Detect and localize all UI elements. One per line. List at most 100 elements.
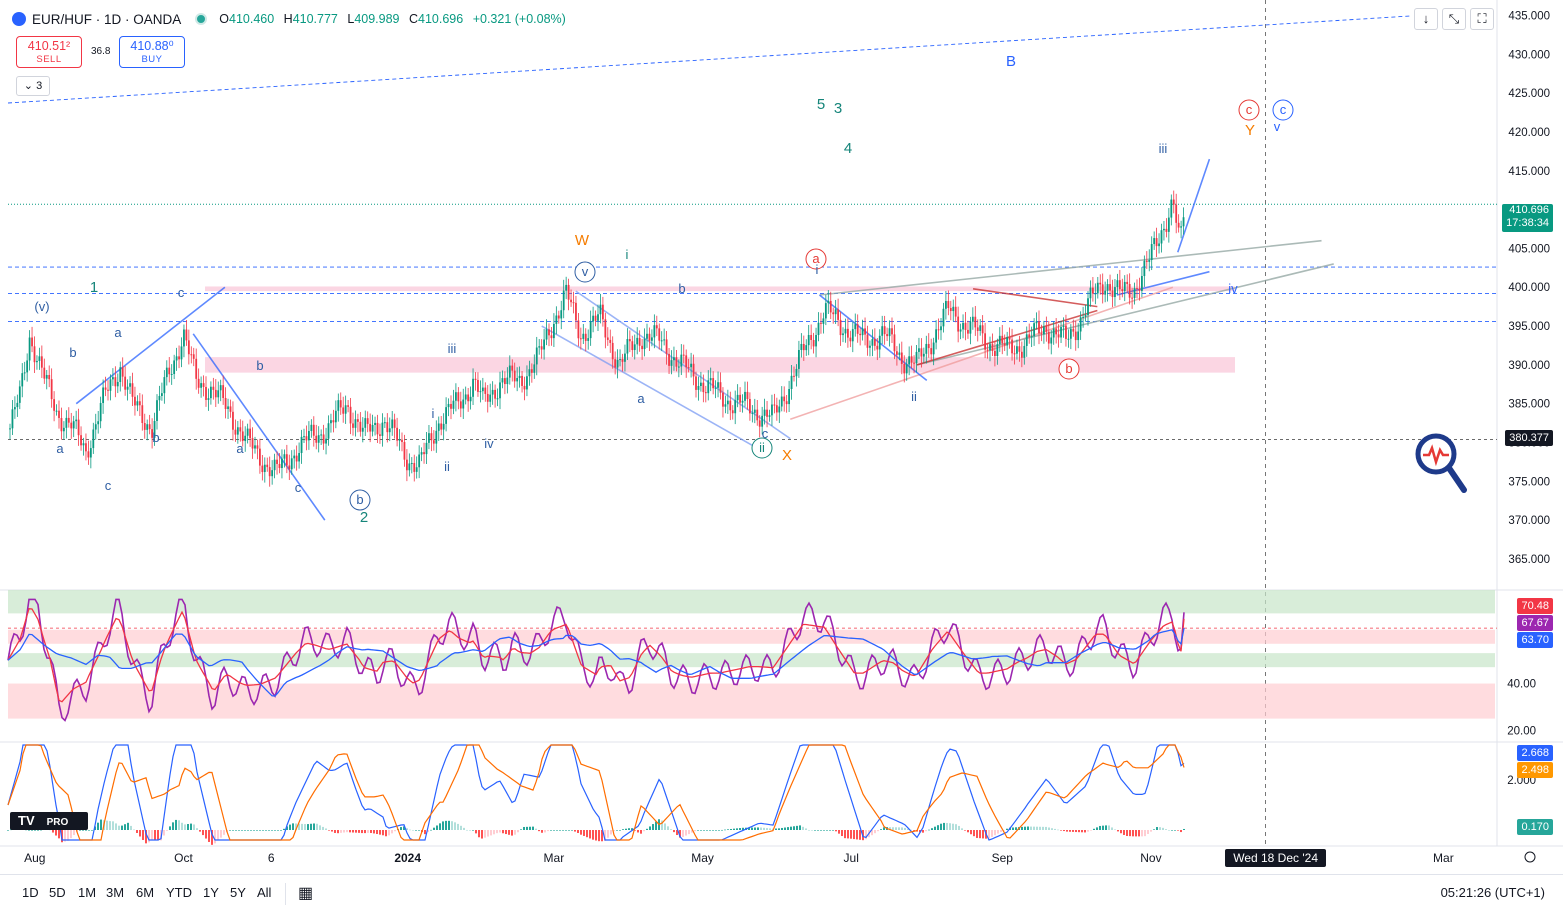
macd-histogram-bar — [106, 820, 108, 830]
macd-histogram-bar — [142, 830, 144, 840]
macd-histogram-bar — [454, 822, 456, 830]
sell-button[interactable]: 410.51² SELL — [16, 36, 82, 68]
candle-body — [234, 429, 237, 435]
macd-histogram-bar — [58, 830, 60, 839]
macd-histogram-bar — [685, 830, 687, 836]
open-value: 410.460 — [229, 12, 275, 26]
candle-body — [494, 389, 496, 399]
timeframe-6m[interactable]: 6M — [136, 885, 155, 900]
low-value: 409.989 — [354, 12, 400, 26]
macd-histogram-bar — [730, 828, 732, 830]
candle-body — [210, 386, 212, 399]
wave-label: ii — [911, 389, 917, 404]
time-tick-label: Jul — [844, 851, 859, 865]
candle-body — [1033, 323, 1035, 337]
timeframe-1d[interactable]: 1D — [22, 885, 39, 900]
candle-body — [383, 422, 386, 424]
candle-body — [457, 392, 460, 402]
candle-body — [631, 341, 634, 351]
candle-body — [435, 430, 438, 444]
candle-body — [315, 435, 318, 443]
timeframe-1m[interactable]: 1M — [78, 885, 97, 900]
candle-body — [793, 375, 795, 377]
symbol-title[interactable]: EUR/HUF · 1D · OANDA — [32, 11, 182, 27]
candle-body — [1106, 284, 1109, 291]
collapse-icon[interactable]: ⤡ — [1442, 8, 1466, 30]
time-tick-label: 6 — [268, 851, 275, 865]
date-range-icon[interactable]: ▦ — [298, 885, 314, 902]
timeframe-1y[interactable]: 1Y — [203, 885, 219, 900]
candle-body — [513, 370, 516, 382]
candle-body — [501, 378, 504, 383]
candle-body — [246, 428, 249, 436]
timeframe-5d[interactable]: 5D — [49, 885, 66, 900]
macd-histogram-bar — [874, 830, 876, 834]
candle-body — [263, 464, 266, 473]
candle-body — [665, 339, 668, 354]
macd-histogram-bar — [1003, 830, 1005, 831]
macd-histogram-bar — [628, 828, 630, 830]
candle-body — [445, 407, 447, 424]
candle-body — [979, 325, 982, 331]
macd-histogram-bar — [340, 830, 342, 833]
candle-body — [1116, 280, 1119, 288]
wave-label: c — [1246, 102, 1253, 117]
timeframe-3m[interactable]: 3M — [106, 885, 125, 900]
candle-body — [298, 453, 300, 462]
macd-histogram-bar — [829, 830, 831, 831]
macd-histogram-bar — [964, 830, 966, 831]
timeframe-ytd[interactable]: YTD — [166, 885, 192, 900]
candle-body — [129, 383, 131, 387]
candle-body — [425, 442, 428, 455]
candle-body — [778, 406, 781, 413]
candle-body — [464, 394, 467, 400]
arrow-down-icon[interactable]: ↓ — [1414, 8, 1438, 30]
macd-histogram-bar — [415, 830, 417, 831]
wave-label: i — [626, 247, 629, 262]
macd-histogram-bar — [1111, 827, 1113, 830]
macd-histogram-bar — [199, 830, 201, 832]
rsi-label-a: 70.48 — [1517, 598, 1553, 614]
candle-body — [619, 359, 621, 361]
candle-body — [1136, 288, 1138, 290]
candle-body — [496, 398, 499, 400]
pro-badge: PRO — [46, 817, 69, 828]
macd-histogram-bar — [808, 829, 810, 831]
candle-body — [616, 359, 619, 368]
candle-body — [1043, 326, 1045, 335]
candle-body — [320, 434, 323, 436]
macd-histogram-bar — [547, 830, 549, 832]
fullscreen-icon[interactable]: ⛶ — [1470, 8, 1494, 30]
wave-label: ii — [759, 440, 765, 455]
candle-body — [881, 326, 884, 336]
timeframe-5y[interactable]: 5Y — [230, 885, 246, 900]
candle-body — [388, 428, 391, 433]
timezone-clock[interactable]: 05:21:26 (UTC+1) — [1440, 885, 1545, 900]
macd-histogram-bar — [739, 828, 741, 830]
time-tick-label: May — [691, 851, 714, 865]
macd-histogram-bar — [907, 828, 909, 830]
candle-body — [932, 342, 935, 355]
candle-body — [1175, 204, 1178, 223]
macd-histogram-bar — [928, 829, 930, 831]
buy-button[interactable]: 410.88⁰ BUY — [119, 36, 185, 68]
macd-histogram-bar — [424, 830, 426, 835]
candle-body — [628, 339, 631, 342]
candle-body — [97, 421, 100, 425]
macd-histogram-bar — [901, 827, 903, 830]
macd-histogram-bar — [580, 830, 582, 835]
candle-body — [428, 433, 430, 443]
candle-body — [361, 427, 364, 432]
macd-histogram-bar — [646, 828, 648, 830]
candle-body — [1008, 337, 1011, 340]
timeframe-all[interactable]: All — [257, 885, 272, 900]
macd-histogram-bar — [520, 829, 522, 830]
macd-tick-label: 2.000 — [1507, 775, 1536, 787]
candle-body — [75, 419, 78, 422]
macd-signal-line — [7, 744, 1185, 841]
indicators-toggle[interactable]: ⌄ 3 — [16, 76, 50, 96]
candle-body — [736, 394, 739, 401]
candle-body — [717, 382, 719, 388]
macd-histogram-bar — [625, 828, 627, 830]
